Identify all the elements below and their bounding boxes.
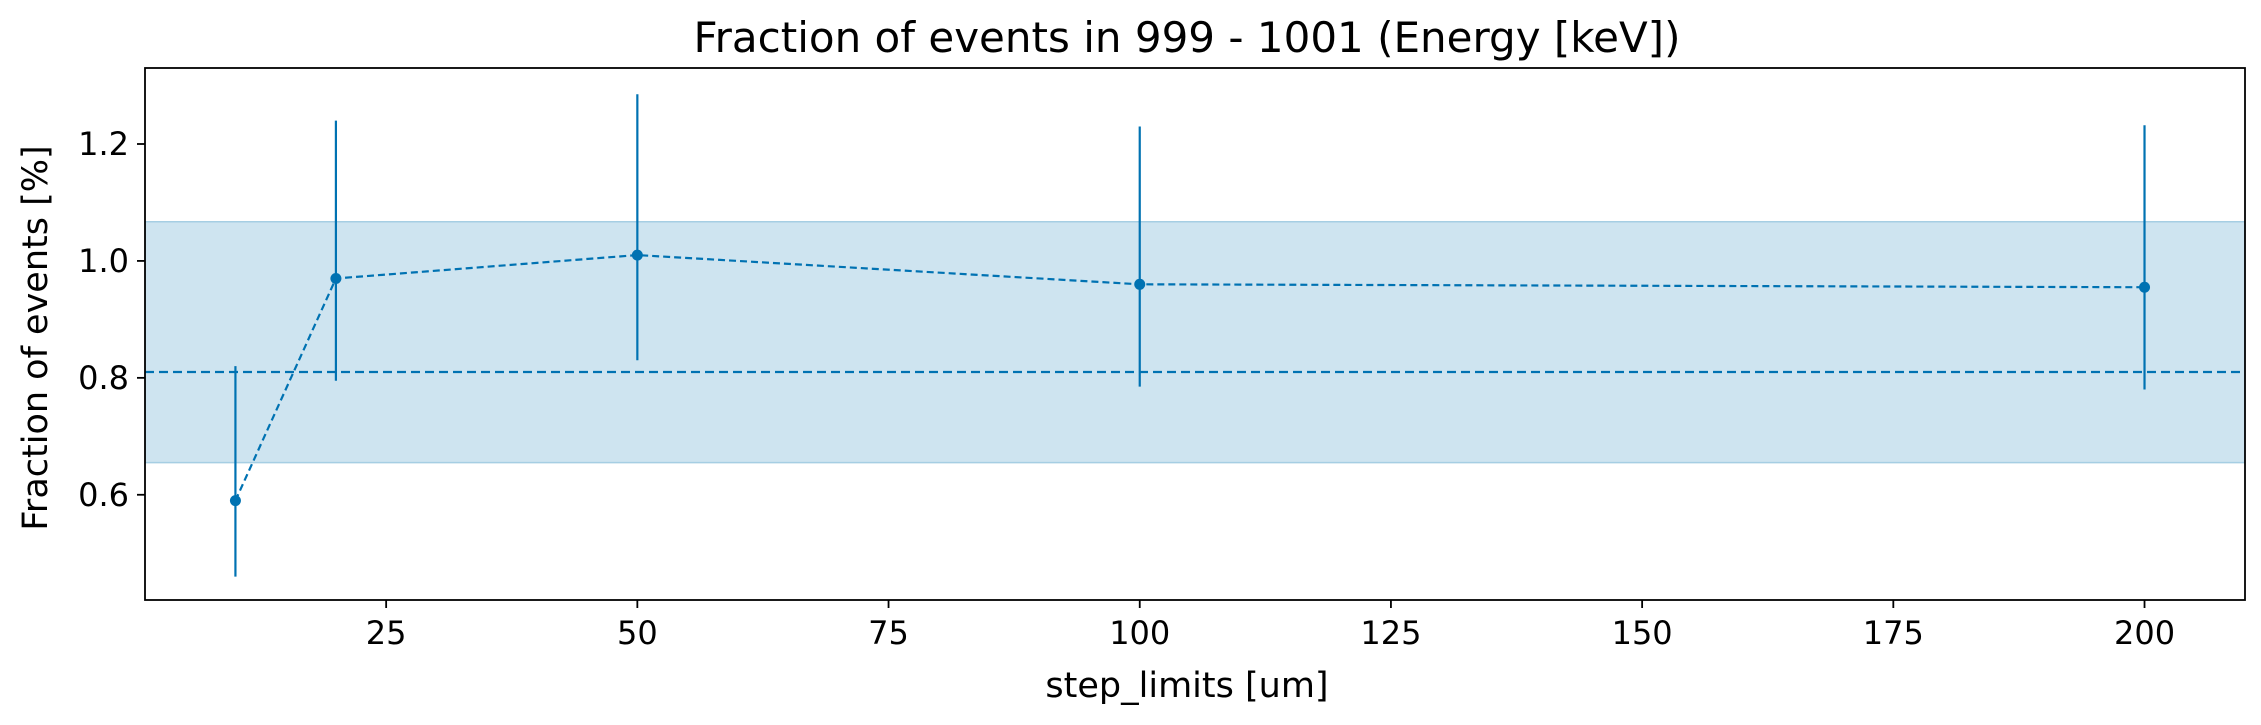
data-point (2139, 281, 2151, 293)
uncertainty-band (145, 221, 2245, 464)
plot-frame (144, 67, 2246, 601)
x-tick-label: 200 (2114, 614, 2175, 652)
plot-inner (145, 94, 2245, 577)
y-tick-label: 1.2 (78, 125, 129, 163)
x-tick-label: 175 (1863, 614, 1924, 652)
y-tick-label: 0.6 (78, 476, 129, 514)
x-tick-label: 125 (1360, 614, 1421, 652)
data-point (1134, 278, 1146, 290)
data-point (631, 249, 643, 261)
data-point (330, 272, 342, 284)
data-point (229, 495, 241, 507)
y-axis-label: Fraction of events [%] (16, 145, 56, 530)
y-tick-label: 0.8 (78, 359, 129, 397)
y-tick-label: 1.0 (78, 242, 129, 280)
x-tick-label: 25 (366, 614, 407, 652)
plot-area (145, 94, 2245, 577)
x-tick-label: 75 (868, 614, 909, 652)
x-axis-label: step_limits [um] (1045, 666, 1328, 706)
x-tick-label: 100 (1109, 614, 1170, 652)
x-tick-label: 50 (617, 614, 658, 652)
x-tick-label: 150 (1612, 614, 1673, 652)
chart-title: Fraction of events in 999 - 1001 (Energy… (694, 13, 1681, 62)
axes: 25 50 75 100 125 150 175 200 0.6 0.8 1.0 1.2 (78, 67, 2246, 652)
